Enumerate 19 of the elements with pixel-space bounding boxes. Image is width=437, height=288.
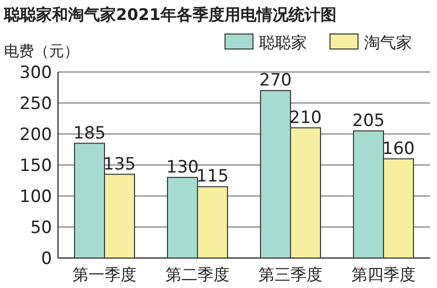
data-label: 205	[352, 110, 385, 131]
x-tick-label: 第二季度	[166, 265, 230, 284]
data-label: 160	[382, 138, 415, 159]
y-tick-label: 100	[20, 187, 52, 207]
data-label: 115	[196, 166, 229, 187]
x-tick-label: 第三季度	[258, 265, 322, 284]
y-tick-label: 300	[20, 63, 52, 83]
y-tick-label: 0	[41, 249, 52, 269]
y-tick-label: 50	[30, 218, 52, 238]
x-tick-label: 第一季度	[72, 265, 136, 284]
data-label: 270	[259, 70, 292, 91]
y-tick-label: 150	[20, 156, 52, 176]
x-tick-label: 第四季度	[352, 265, 416, 284]
legend-label: 淘气家	[364, 33, 412, 52]
legend-label: 聪聪家	[259, 33, 307, 52]
y-tick-label: 250	[20, 94, 52, 114]
y-tick-label: 200	[20, 125, 52, 145]
chart-title: 聪聪家和淘气家2021年各季度用电情况统计图	[3, 5, 337, 24]
y-axis-title: 电费（元）	[4, 42, 79, 60]
